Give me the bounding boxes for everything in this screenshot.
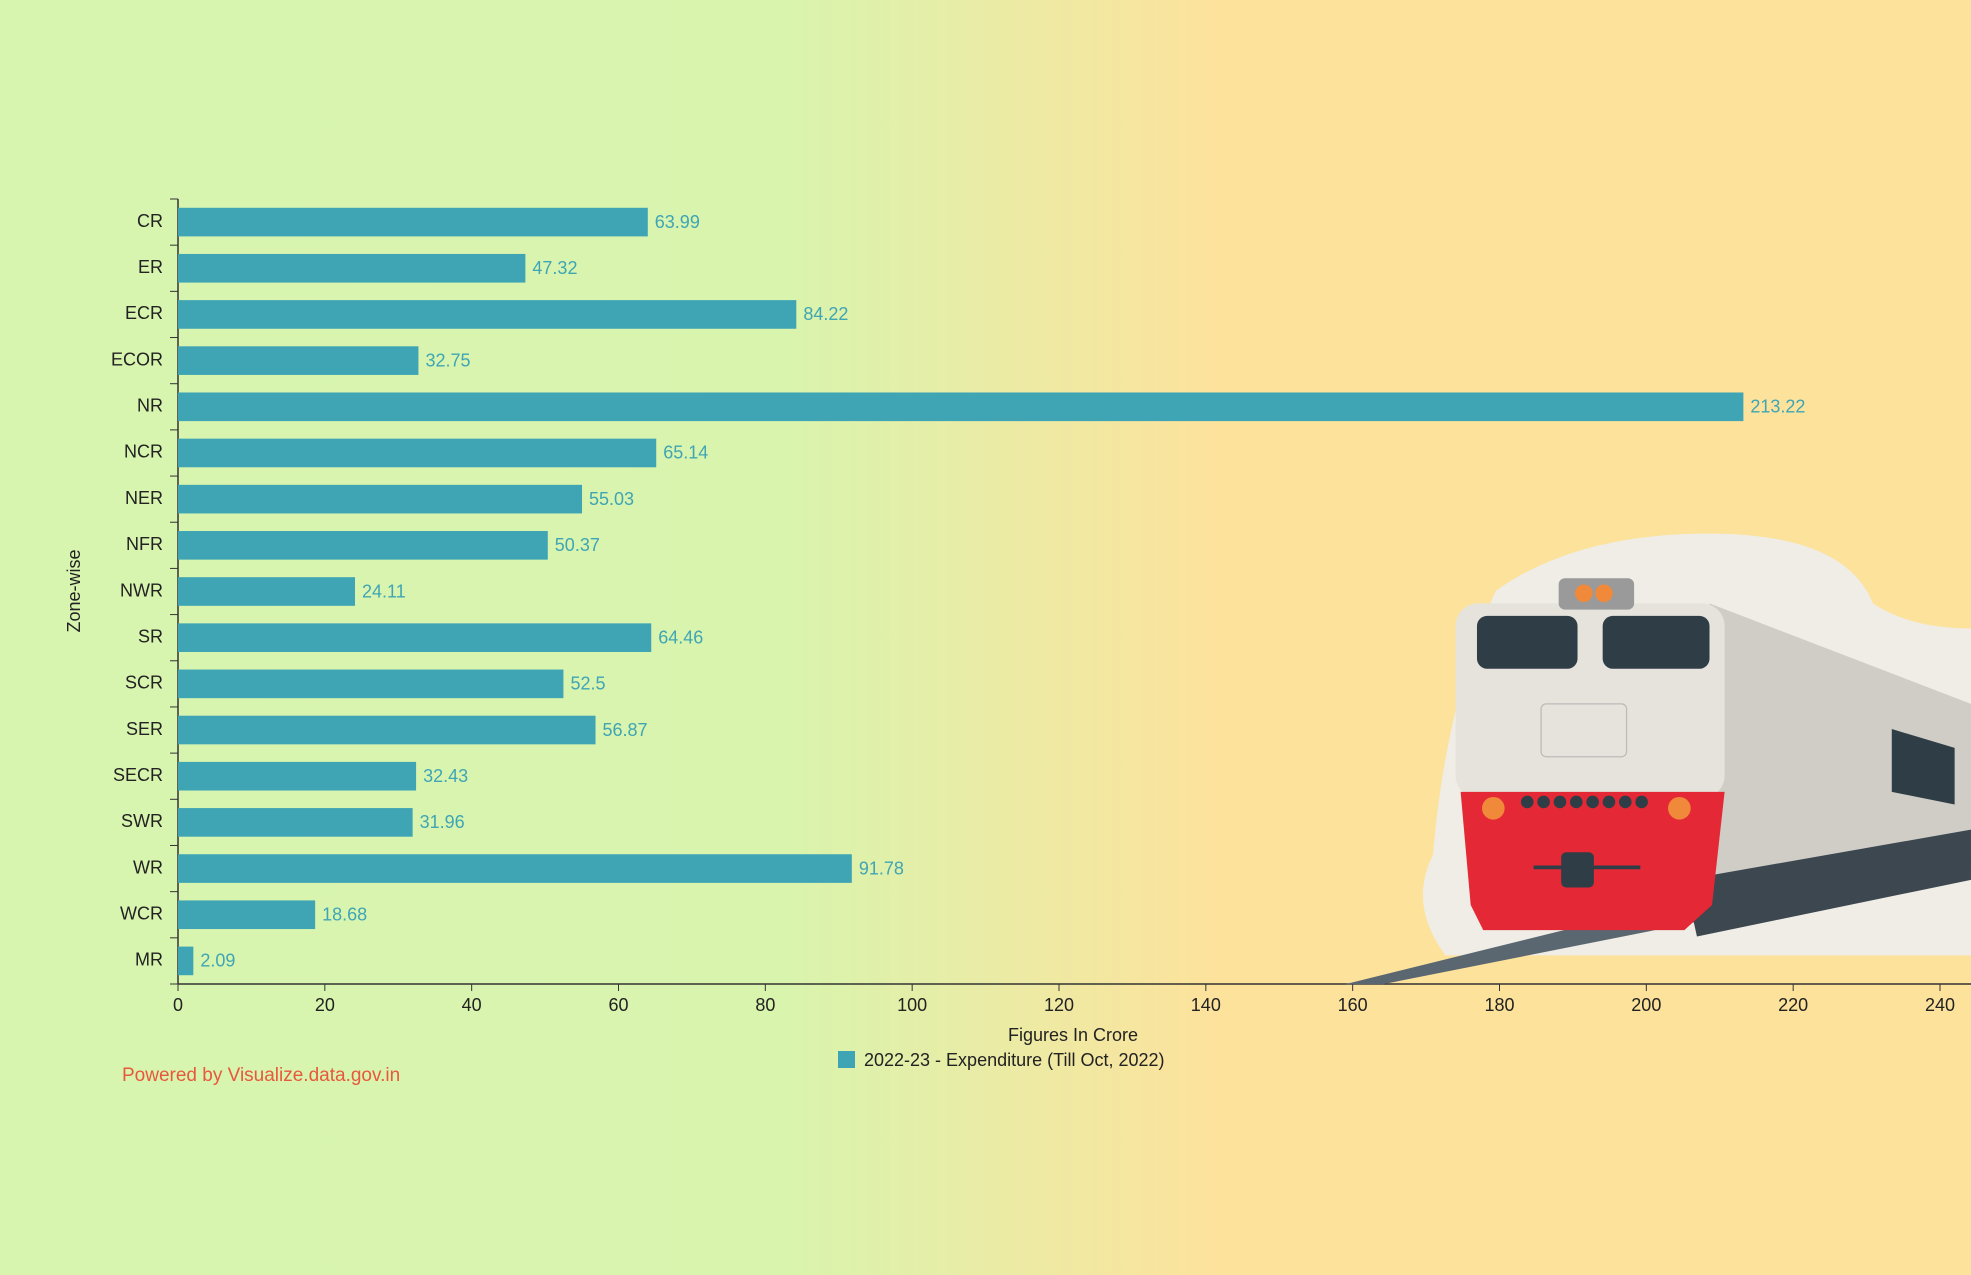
- x-tick-label: 40: [462, 995, 482, 1015]
- value-label: 56.87: [603, 720, 648, 740]
- value-label: 47.32: [532, 258, 577, 278]
- x-tick-label: 140: [1191, 995, 1221, 1015]
- y-tick-label: SECR: [113, 765, 163, 785]
- value-label: 50.37: [555, 535, 600, 555]
- bar: [178, 484, 583, 514]
- x-tick-label: 100: [897, 995, 927, 1015]
- bar: [178, 300, 797, 329]
- value-label: 2.09: [200, 951, 235, 971]
- y-tick-label: NER: [125, 488, 163, 508]
- bar: [178, 392, 1744, 422]
- x-tick-label: 200: [1631, 995, 1661, 1015]
- value-label: 91.78: [859, 858, 904, 878]
- train-illustration: [1344, 533, 1971, 985]
- credit: Powered by Visualize.data.gov.in: [122, 1065, 400, 1086]
- legend-swatch: [838, 1051, 855, 1068]
- y-tick-label: MR: [135, 950, 163, 970]
- x-tick-label: 60: [608, 995, 628, 1015]
- y-tick-label: ER: [138, 257, 163, 277]
- x-tick-label: 80: [755, 995, 775, 1015]
- bar: [178, 900, 316, 930]
- x-axis-title: Figures In Crore: [1008, 1025, 1138, 1045]
- bar: [178, 438, 657, 468]
- y-tick-label: SCR: [125, 673, 163, 693]
- y-tick-label: SR: [138, 626, 163, 646]
- y-tick-label: NFR: [126, 534, 163, 554]
- bar: [178, 669, 564, 699]
- y-tick-label: SWR: [121, 811, 163, 831]
- x-tick-label: 120: [1044, 995, 1074, 1015]
- value-label: 18.68: [322, 904, 367, 924]
- bar: [178, 346, 419, 375]
- x-tick-label: 240: [1925, 995, 1955, 1015]
- y-tick-label: SER: [126, 719, 163, 739]
- bar: [178, 531, 548, 560]
- x-tick-label: 160: [1338, 995, 1368, 1015]
- bar: [178, 253, 526, 283]
- y-tick-label: ECOR: [111, 349, 163, 369]
- y-tick-label: CR: [137, 211, 163, 231]
- plot-area: 0 20 40 60 80 100 120 140 160 180 200 220 240 CR 63.99…: [64, 198, 1971, 1086]
- value-label: 32.43: [423, 766, 468, 786]
- x-tick-label: 0: [173, 995, 183, 1015]
- y-axis-title: Zone-wise: [64, 549, 84, 632]
- bar: [178, 946, 194, 976]
- value-label: 64.46: [658, 627, 703, 647]
- y-tick-label: NWR: [120, 580, 163, 600]
- y-tick-label: NCR: [124, 442, 163, 462]
- value-label: 31.96: [420, 812, 465, 832]
- value-label: 55.03: [589, 489, 634, 509]
- bar: [178, 577, 356, 606]
- bar: [178, 207, 648, 237]
- y-tick-label: NR: [137, 396, 163, 416]
- value-label: 65.14: [663, 443, 708, 463]
- y-tick-label: WR: [133, 857, 163, 877]
- value-label: 63.99: [655, 212, 700, 232]
- value-label: 32.75: [425, 350, 470, 370]
- x-tick-label: 20: [315, 995, 335, 1015]
- bar: [178, 808, 413, 837]
- value-label: 24.11: [362, 581, 406, 601]
- legend-label: 2022-23 - Expenditure (Till Oct, 2022): [864, 1050, 1164, 1070]
- y-tick-label: ECR: [125, 303, 163, 323]
- y-tick-label: WCR: [120, 903, 163, 923]
- bar: [178, 623, 652, 652]
- value-label: 84.22: [803, 304, 848, 324]
- bar: [178, 854, 852, 883]
- value-label: 213.22: [1750, 397, 1805, 417]
- x-tick-label: 180: [1484, 995, 1514, 1015]
- value-label: 52.5: [570, 674, 605, 694]
- x-tick-label: 220: [1778, 995, 1808, 1015]
- bar: [178, 761, 417, 791]
- bar: [178, 715, 596, 745]
